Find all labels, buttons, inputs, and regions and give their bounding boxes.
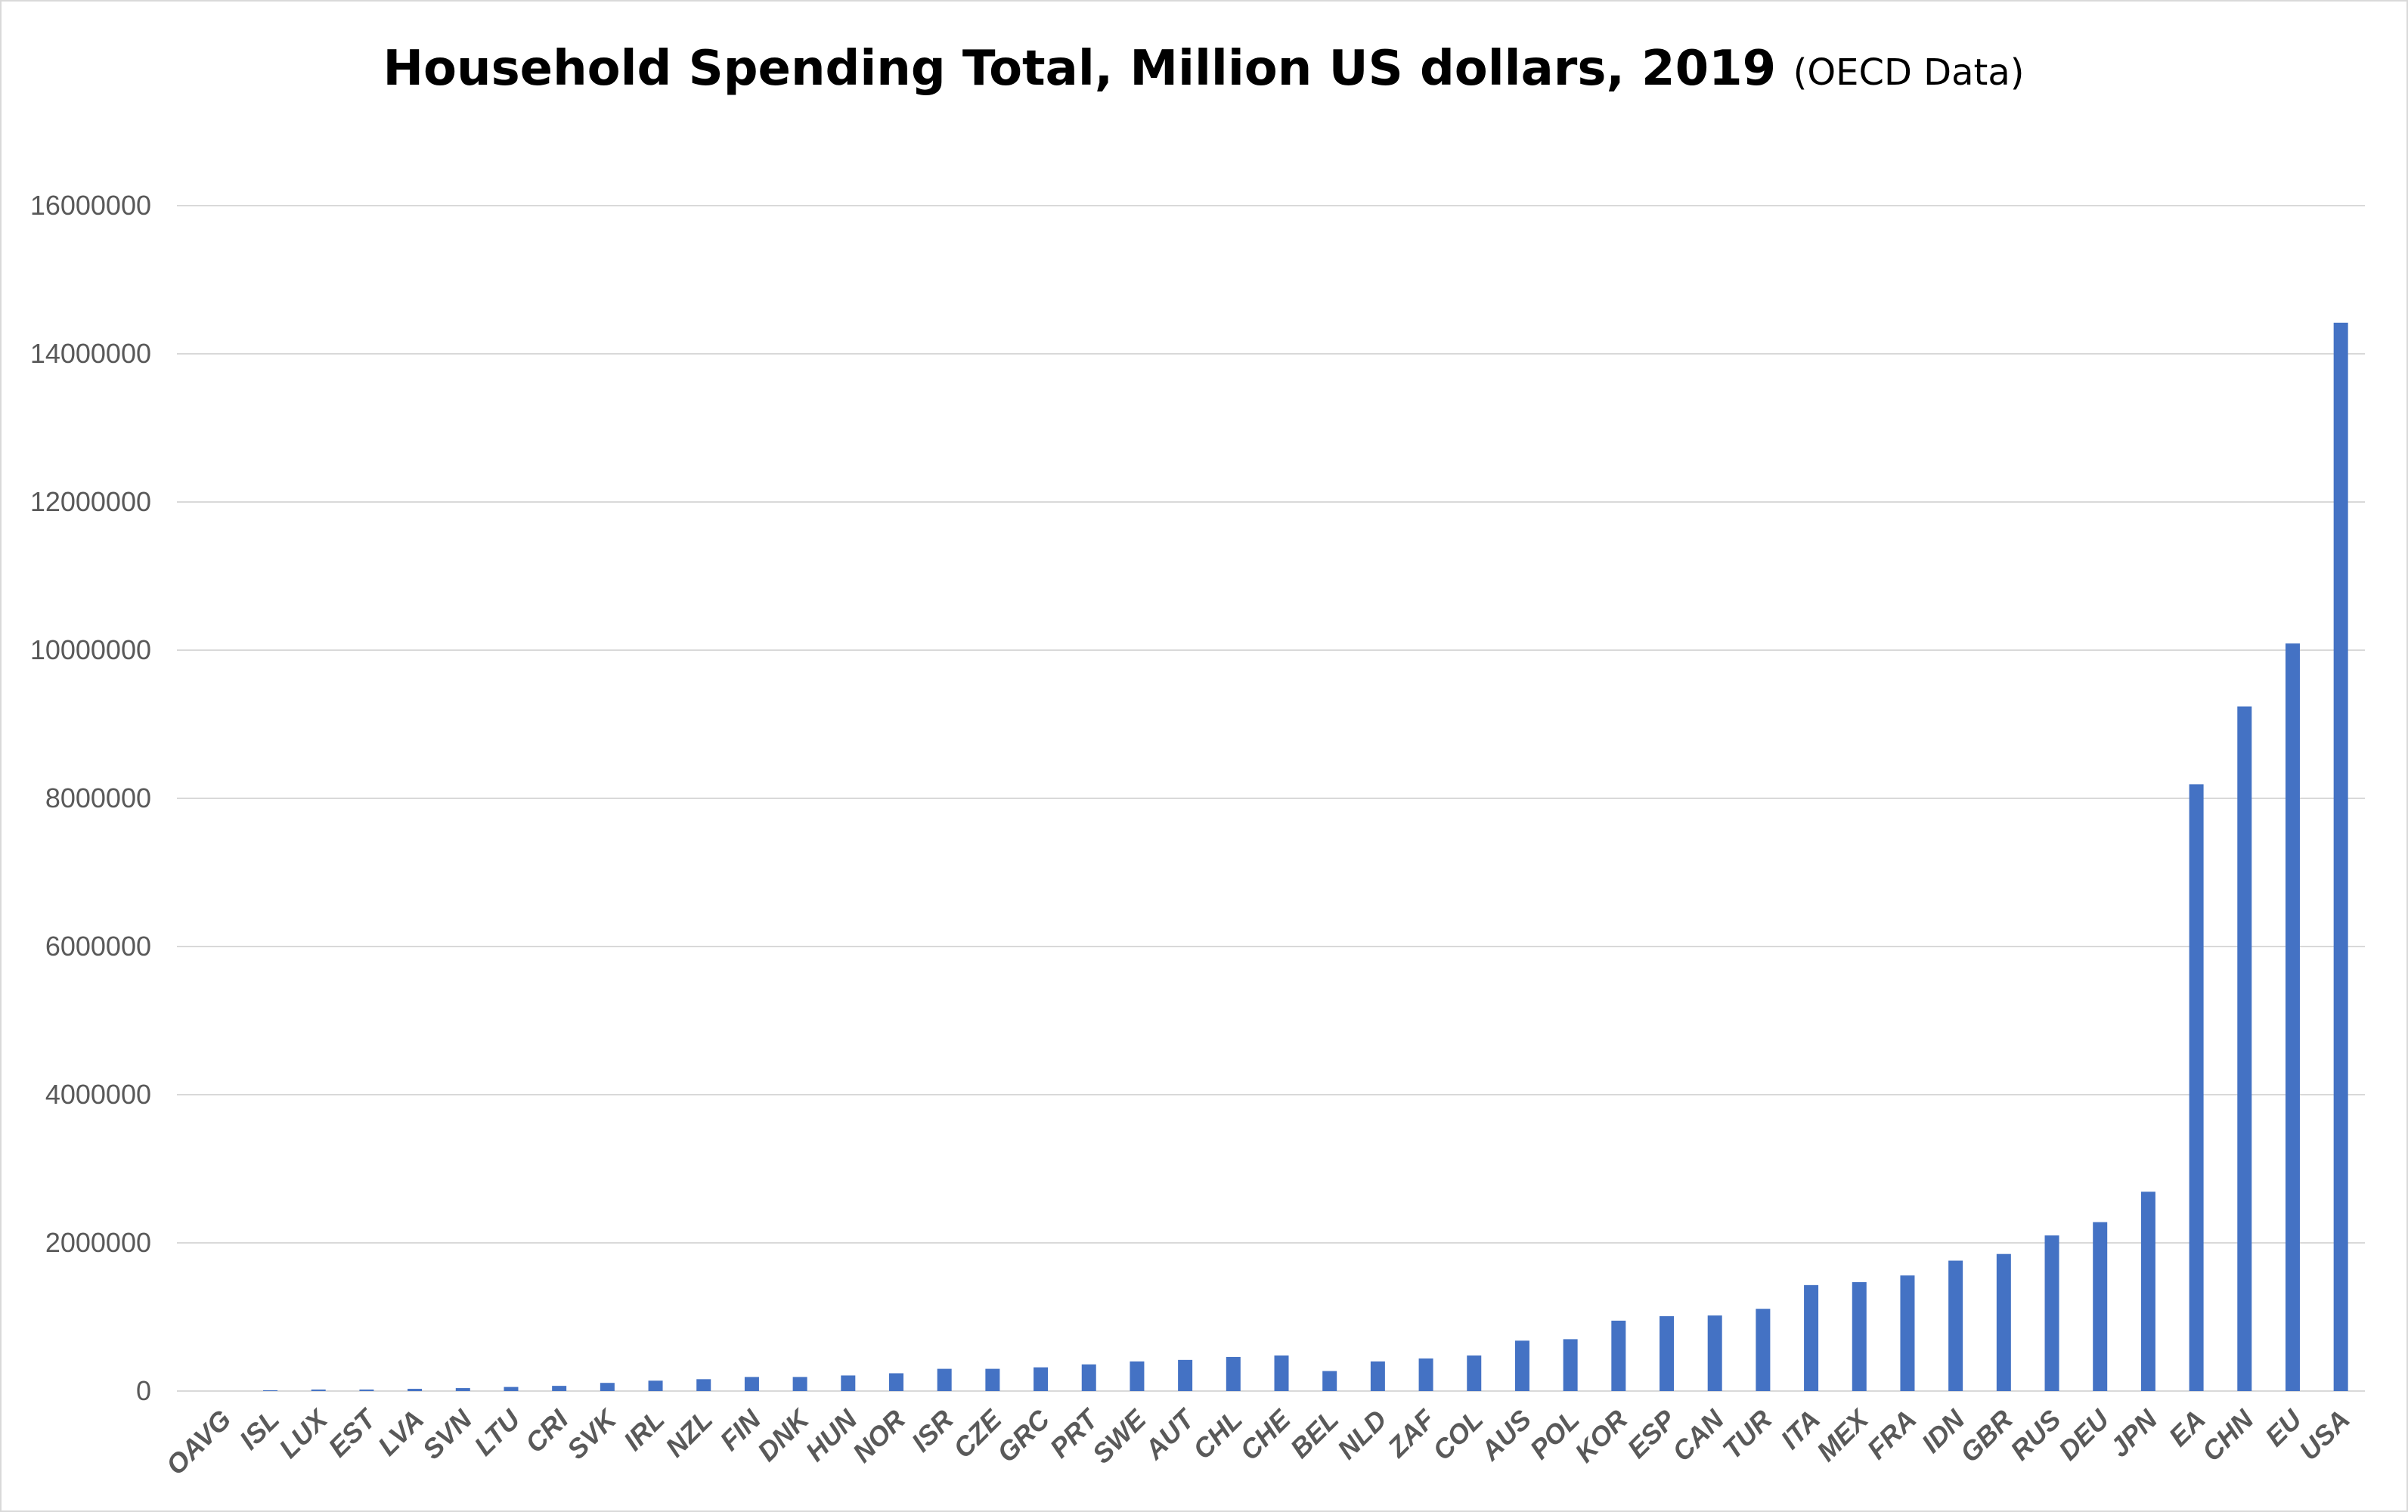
- bar-zaf: [1418, 1358, 1433, 1391]
- x-tick-label: ISL: [234, 1404, 286, 1456]
- bar-chl: [1226, 1356, 1241, 1391]
- x-tick-label: JPN: [2104, 1403, 2164, 1463]
- x-tick-label: AUT: [1138, 1402, 1201, 1466]
- x-tick-label: ZAF: [1381, 1403, 1442, 1464]
- x-tick-label: IRL: [618, 1404, 671, 1457]
- x-tick-label: DNK: [752, 1402, 817, 1467]
- bar-svn: [455, 1388, 470, 1391]
- y-tick-label: 8000000: [45, 782, 151, 813]
- bar-pol: [1563, 1339, 1578, 1391]
- bar-jpn: [2140, 1191, 2155, 1391]
- bar-fin: [744, 1377, 759, 1391]
- bar-bel: [1322, 1371, 1337, 1391]
- x-tick-label: USA: [2293, 1404, 2356, 1467]
- y-tick-label: 12000000: [30, 486, 151, 517]
- bar-ltu: [504, 1387, 519, 1391]
- bar-cze: [985, 1368, 1000, 1391]
- x-tick-label: EST: [322, 1402, 383, 1464]
- x-tick-label: CHE: [1234, 1403, 1297, 1466]
- bar-idn: [1948, 1260, 1963, 1391]
- bar-col: [1467, 1355, 1482, 1391]
- bar-isl: [263, 1390, 278, 1391]
- x-tick-label: OAVG: [160, 1404, 237, 1481]
- y-tick-label: 10000000: [30, 634, 151, 665]
- x-tick-label: MEX: [1811, 1402, 1876, 1467]
- x-tick-label: KOR: [1569, 1404, 1634, 1469]
- y-tick-label: 2000000: [45, 1227, 151, 1258]
- bar-svk: [600, 1383, 615, 1391]
- y-tick-label: 0: [136, 1375, 151, 1406]
- bar-can: [1707, 1315, 1722, 1391]
- bar-swe: [1130, 1361, 1145, 1391]
- x-tick-label: AUS: [1474, 1404, 1537, 1467]
- x-tick-label: SVN: [417, 1403, 479, 1465]
- bar-aut: [1178, 1359, 1193, 1391]
- x-tick-label: HUN: [799, 1403, 863, 1467]
- x-tick-label: BEL: [1284, 1404, 1344, 1464]
- bar-aus: [1514, 1340, 1529, 1391]
- x-tick-label: POL: [1523, 1404, 1585, 1465]
- bar-ita: [1804, 1284, 1819, 1391]
- bar-est: [359, 1390, 374, 1391]
- bar-prt: [1081, 1364, 1096, 1391]
- bar-irl: [648, 1380, 663, 1391]
- x-tick-label: LTU: [468, 1403, 526, 1461]
- x-tick-label: TUR: [1716, 1404, 1777, 1465]
- bar-che: [1274, 1355, 1289, 1391]
- chart-title-group: Household Spending Total, Million US dol…: [383, 41, 2024, 97]
- x-tick-label: LUX: [273, 1402, 334, 1464]
- x-tick-label: NZL: [659, 1404, 718, 1463]
- bar-grc: [1034, 1367, 1049, 1391]
- x-tick-label: FRA: [1861, 1404, 1922, 1465]
- bar-mex: [1852, 1281, 1867, 1391]
- x-tick-label: CHN: [2196, 1403, 2260, 1467]
- bar-cri: [552, 1386, 567, 1391]
- x-tick-label: CAN: [1666, 1403, 1731, 1467]
- bar-hun: [841, 1375, 856, 1391]
- x-tick-label: SVK: [561, 1402, 624, 1465]
- x-tick-label: ISR: [905, 1404, 959, 1458]
- x-tick-label: SWE: [1086, 1403, 1153, 1470]
- bar-rus: [2044, 1235, 2059, 1391]
- bar-gbr: [1996, 1253, 2011, 1391]
- x-tick-label: NLD: [1331, 1404, 1393, 1465]
- y-tick-label: 16000000: [30, 190, 151, 221]
- bar-dnk: [792, 1377, 807, 1391]
- x-tick-label: COL: [1427, 1404, 1489, 1467]
- bar-isr: [937, 1368, 952, 1391]
- bar-fra: [1900, 1275, 1915, 1391]
- y-tick-label: 4000000: [45, 1079, 151, 1110]
- x-tick-label: CRI: [519, 1403, 575, 1459]
- x-tick-label: GRC: [991, 1403, 1056, 1468]
- bar-chn: [2237, 706, 2252, 1391]
- bar-nzl: [696, 1379, 711, 1391]
- x-tick-label: GBR: [1954, 1404, 2019, 1469]
- bar-eu: [2285, 643, 2300, 1391]
- bar-ea: [2189, 784, 2204, 1391]
- y-tick-label: 14000000: [30, 338, 151, 369]
- x-tick-label: DEU: [2053, 1403, 2115, 1466]
- bar-nld: [1370, 1361, 1385, 1391]
- bar-kor: [1611, 1320, 1626, 1391]
- x-tick-label: CHL: [1187, 1404, 1248, 1465]
- bar-usa: [2333, 322, 2348, 1392]
- x-tick-label: NOR: [847, 1404, 912, 1469]
- x-tick-label: ESP: [1621, 1403, 1682, 1464]
- bar-tur: [1756, 1309, 1771, 1391]
- chart-title: Household Spending Total, Million US dol…: [383, 41, 1776, 97]
- bar-nor: [888, 1373, 903, 1391]
- y-tick-label: 6000000: [45, 931, 151, 962]
- bar-lva: [408, 1389, 423, 1391]
- bar-esp: [1660, 1316, 1675, 1391]
- bar-lux: [311, 1390, 326, 1391]
- chart-subtitle: (OECD Data): [1793, 51, 2025, 94]
- x-tick-label: RUS: [2004, 1404, 2067, 1467]
- bar-deu: [2093, 1222, 2108, 1391]
- x-tick-label: LVA: [372, 1404, 430, 1462]
